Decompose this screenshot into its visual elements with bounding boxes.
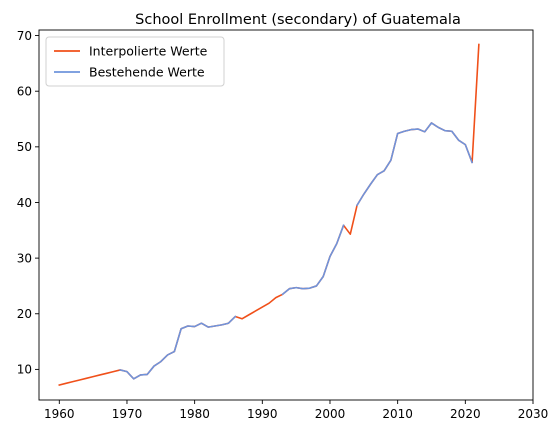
x-tick-label: 1970 [112, 407, 143, 421]
x-tick-label: 2010 [382, 407, 413, 421]
plot-frame [38, 29, 534, 401]
legend-label-2: Bestehende Werte [89, 65, 205, 80]
y-tick-label: 40 [17, 196, 32, 210]
x-tick-label: 2020 [450, 407, 481, 421]
legend-box [45, 36, 225, 87]
chart-title: School Enrollment (secondary) of Guatema… [135, 12, 461, 28]
y-tick-label: 60 [17, 85, 32, 99]
y-tick-label: 70 [17, 29, 32, 43]
x-tick-label: 2030 [518, 407, 549, 421]
y-tick-label: 30 [17, 251, 32, 265]
y-tick-label: 20 [17, 307, 32, 321]
y-tick-label: 10 [17, 363, 32, 377]
series-line-1 [58, 43, 480, 386]
x-tick-label: 1960 [44, 407, 75, 421]
y-tick-label: 50 [17, 140, 32, 154]
legend: Interpolierte Werte Bestehende Werte [45, 36, 225, 87]
x-tick-label: 2000 [315, 407, 346, 421]
plot-area [58, 43, 480, 386]
x-tick-label: 1980 [179, 407, 210, 421]
series-line-2 [119, 122, 474, 380]
legend-label-1: Interpolierte Werte [89, 44, 208, 59]
axes: 1960 1970 1980 1990 2000 2010 2020 203010203040… [17, 29, 549, 421]
x-tick-label: 1990 [247, 407, 278, 421]
